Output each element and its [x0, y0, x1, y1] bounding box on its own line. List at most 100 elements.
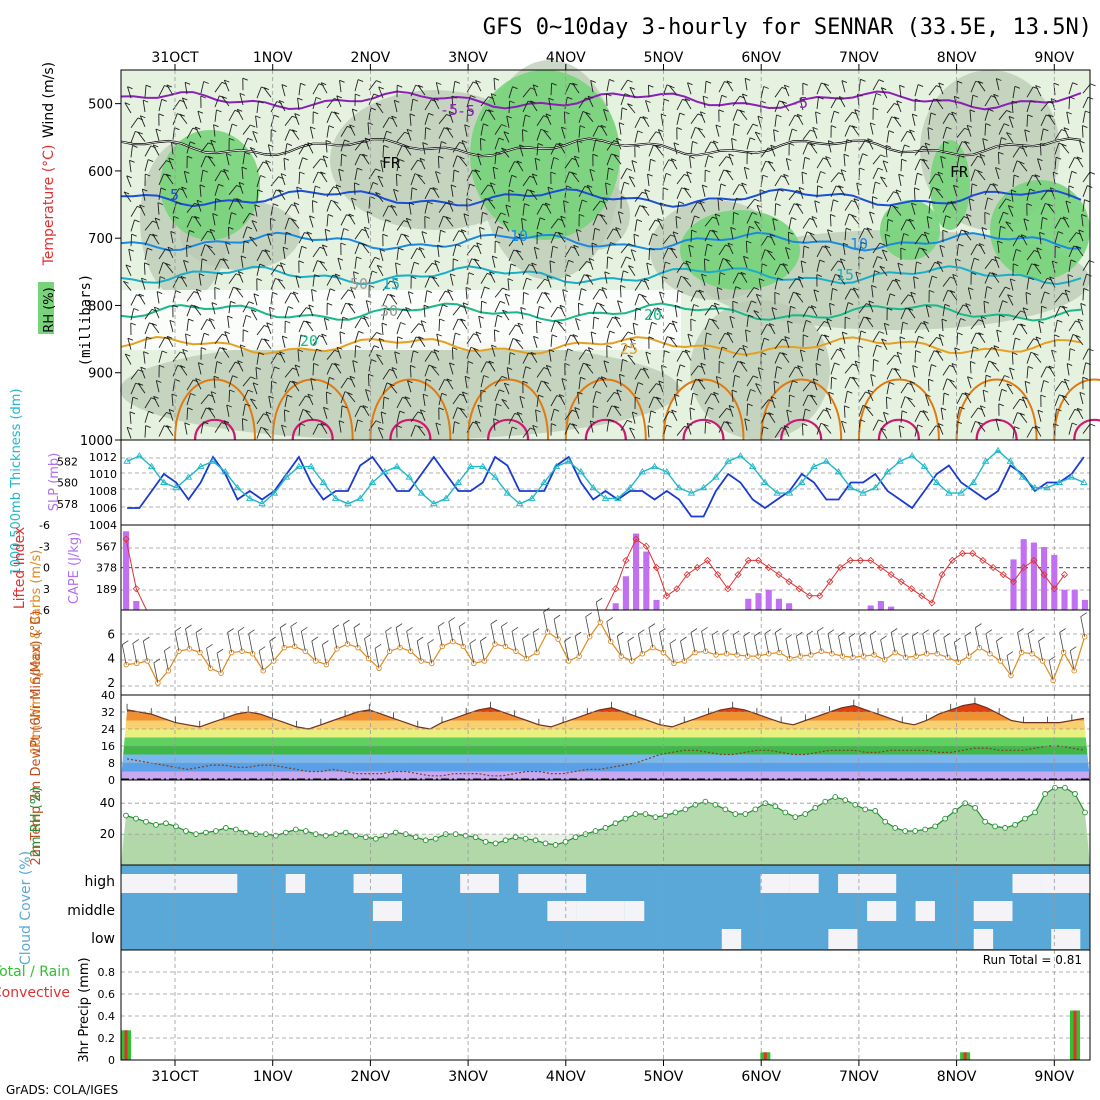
wind-barb-flag: [571, 423, 578, 427]
wind10-barb: [953, 642, 959, 663]
wind-barb-flag: [478, 315, 484, 319]
wind-barb: [466, 109, 469, 122]
wind-barb-flag: [129, 411, 136, 415]
wind-barb: [466, 272, 470, 285]
wind-barb: [1054, 394, 1060, 407]
thickness-marker: [724, 457, 732, 464]
wind-barb: [886, 205, 892, 217]
wind-barb-flag: [911, 202, 917, 206]
cloud-segment-high: [285, 874, 306, 893]
wind-barb: [991, 272, 1000, 283]
wind-barb: [223, 169, 230, 181]
wind-barb: [998, 123, 1005, 135]
wind-barb-flag: [718, 109, 724, 113]
wind-barb-flag: [606, 93, 612, 97]
wind-barb-flag: [171, 393, 178, 397]
wind-barb: [436, 333, 440, 346]
wind-barb: [144, 220, 153, 231]
wind-barb: [172, 188, 180, 200]
wind-barb-flag: [1065, 200, 1072, 204]
wind-barb-flag: [772, 218, 778, 222]
wind-barb-flag: [221, 347, 228, 351]
wind10-barb: [479, 640, 485, 662]
wind-barb: [685, 260, 692, 272]
li-marker: [632, 535, 640, 543]
wind-barb-flag: [828, 391, 834, 395]
wind-barb: [605, 93, 608, 107]
wind-barb: [382, 145, 385, 158]
wind-barb: [977, 421, 986, 432]
wind-barb-flag: [676, 127, 682, 131]
wind10-barb: [311, 640, 317, 662]
wind-barb: [774, 366, 778, 379]
wind-barb-flag: [428, 112, 434, 116]
wind-barb: [739, 109, 748, 121]
wind-barb-flag: [768, 412, 774, 416]
wind-barb-flag: [315, 185, 321, 189]
wind-barb: [592, 302, 598, 315]
wind-barb-flag: [744, 166, 750, 170]
wind-barb-flag: [610, 242, 616, 245]
date-label-bottom: 31OCT: [151, 1069, 199, 1085]
wind-barb: [1012, 147, 1020, 158]
wind-barb: [606, 228, 614, 240]
wind-barb-flag: [875, 181, 881, 185]
wind-barb-flag: [547, 186, 554, 190]
wind-barb: [389, 294, 398, 305]
wind-barb-flag: [924, 142, 931, 146]
wind-barb: [515, 339, 524, 350]
wind-barb: [278, 100, 286, 112]
wind-barb: [676, 112, 681, 125]
chart-title: GFS 0~10day 3-hourly for SENNAR (33.5E, …: [483, 15, 1092, 40]
wind-barb-flag: [407, 380, 413, 384]
wind-barb-flag: [475, 80, 481, 83]
wind-barb: [956, 244, 959, 257]
wind-barb-flag: [734, 123, 740, 127]
wind-barb: [844, 302, 849, 315]
wind-barb: [320, 82, 328, 94]
isotherm-30: [857, 378, 940, 441]
wind-barb: [410, 84, 417, 97]
wind-barb: [298, 157, 303, 170]
wind-barb: [634, 368, 642, 380]
wind-barb-flag: [590, 331, 597, 335]
wind-barb-flag: [925, 394, 931, 397]
wind10-barb: [922, 633, 928, 654]
wind-barb: [270, 381, 273, 394]
wind-barb: [984, 197, 989, 210]
wind-barb-flag: [1040, 394, 1046, 398]
wind-barb: [774, 352, 781, 364]
wind-barb: [620, 345, 626, 357]
wind-barb: [1037, 158, 1042, 171]
wind-barb: [746, 315, 749, 328]
wind-barb: [956, 127, 965, 138]
wind-barb-flag: [593, 316, 600, 320]
ytick: 0.8: [98, 966, 116, 979]
wind-barb-flag: [1011, 100, 1018, 104]
wind-barb-flag: [880, 427, 886, 431]
wind-barb-flag: [1079, 391, 1086, 395]
wind10-barb: [1038, 640, 1043, 662]
wind-barb-flag: [1019, 412, 1025, 416]
wind-barb-flag: [1035, 85, 1041, 88]
wind-barb: [942, 290, 949, 302]
wind-barb: [340, 289, 349, 300]
wind-barb-flag: [224, 331, 230, 334]
wind-barb-flag: [440, 229, 446, 233]
wind-barb-flag: [705, 80, 712, 84]
thickness-marker: [258, 499, 266, 507]
wind-barb-flag: [953, 184, 959, 188]
wind-barb-flag: [915, 98, 921, 102]
thickness-marker: [834, 468, 843, 475]
wind10-barb: [553, 619, 559, 640]
wind-barb: [815, 111, 818, 124]
cape-bar: [775, 598, 782, 610]
wind-barb: [311, 289, 314, 302]
wind-barb-flag: [928, 378, 934, 382]
wind-barb-flag: [309, 215, 315, 219]
wind-barb: [349, 124, 356, 136]
wind-barb: [365, 389, 370, 402]
wind-barb: [1082, 83, 1091, 94]
wind-barb-flag: [176, 201, 182, 205]
wind-barb-flag: [702, 184, 708, 188]
